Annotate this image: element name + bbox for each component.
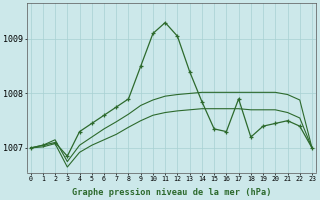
X-axis label: Graphe pression niveau de la mer (hPa): Graphe pression niveau de la mer (hPa)	[72, 188, 271, 197]
